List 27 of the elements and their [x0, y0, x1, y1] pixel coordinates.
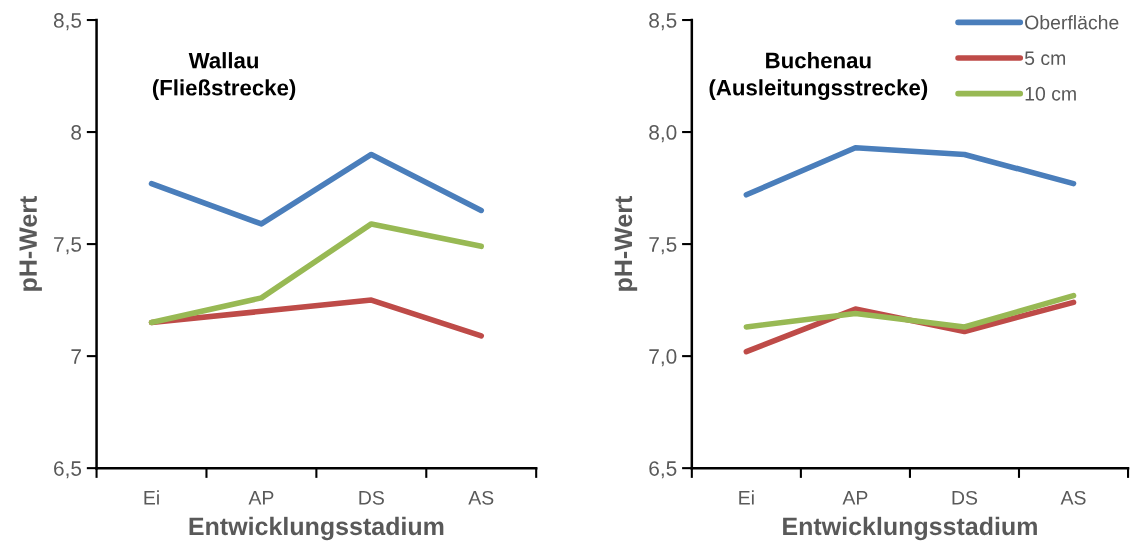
y-tick-label: 8,0: [649, 125, 677, 143]
x-tick-label: DS: [952, 490, 978, 505]
legend-label: Oberfläche: [1025, 15, 1119, 30]
y-tick-label: 6,5: [649, 461, 677, 479]
x-tick-label: DS: [359, 490, 384, 505]
x-tick-label: AS: [1060, 490, 1086, 505]
legend-label: 10 cm: [1025, 86, 1076, 101]
y-tick-label: 7: [71, 349, 81, 364]
y-tick-label: 6,5: [54, 461, 82, 479]
y-axis-title: pH-Wert: [19, 196, 42, 291]
y-axis-title: pH-Wert: [614, 196, 638, 291]
x-axis-title: Entwicklungsstadium: [783, 516, 1037, 541]
y-tick-label: 8,5: [53, 13, 82, 31]
y-tick-label: 7,5: [54, 237, 82, 255]
y-tick-label: 7,0: [649, 349, 677, 367]
y-tick-label: 8,5: [649, 13, 677, 31]
x-axis-title: Entwicklungsstadium: [189, 516, 444, 541]
x-tick-label: AP: [248, 491, 274, 505]
y-tick-label: 8: [71, 125, 82, 140]
y-tick-label: 7,5: [649, 237, 677, 255]
text: Wallau (Fließstrecke): [152, 52, 296, 100]
legend-label: 5 cm: [1024, 51, 1066, 66]
x-tick-label: AP: [842, 491, 868, 505]
x-tick-label: Ei: [739, 490, 754, 505]
x-tick-label: Ei: [144, 490, 159, 505]
text: Buchenau (Ausleitungsstrecke): [709, 52, 928, 101]
x-tick-label: AS: [468, 490, 494, 505]
